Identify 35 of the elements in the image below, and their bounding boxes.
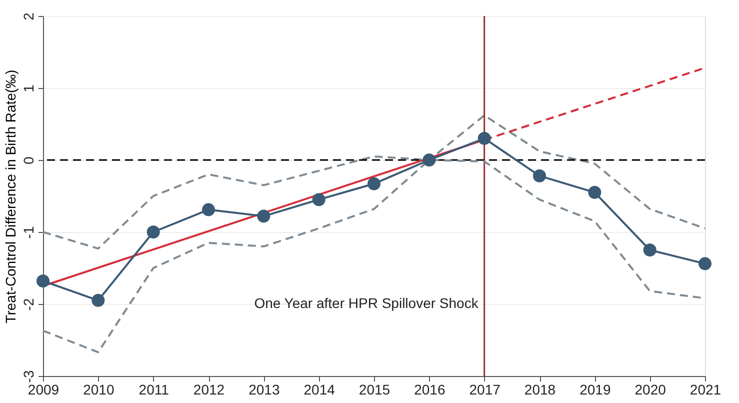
y-tick-label: 1 [20, 84, 36, 92]
x-tick-label: 2019 [580, 382, 611, 398]
y-axis-title: Treat-Control Difference in Birth Rate(‰) [2, 70, 18, 324]
x-tick-label: 2020 [634, 382, 666, 398]
point [698, 257, 712, 270]
x-tick-label: 2015 [358, 382, 390, 398]
point [588, 186, 602, 199]
point [36, 274, 50, 288]
x-tick-label: 2018 [524, 382, 556, 398]
y-tick-label: -3 [20, 370, 36, 383]
point [422, 153, 436, 167]
x-tick-label: 2013 [248, 382, 280, 398]
y-tick-label: 0 [20, 156, 36, 164]
x-tick-label: 2016 [414, 382, 446, 398]
x-tick-label: 2010 [83, 382, 114, 398]
line-series [42, 114, 706, 250]
x-tick-label: 2009 [28, 382, 60, 398]
x-tick-label: 2021 [690, 382, 722, 398]
point [478, 132, 491, 145]
point [92, 294, 105, 307]
point [643, 243, 656, 257]
x-tick-label: 2012 [193, 382, 225, 398]
point [367, 177, 381, 190]
y-tick-label: -2 [20, 298, 36, 311]
y-tick-label: -1 [20, 226, 36, 239]
x-tick-label: 2014 [304, 382, 336, 398]
point [257, 210, 270, 223]
y-tick-label: 2 [20, 12, 36, 20]
annotation: One Year after HPR Spillover Shock [254, 295, 480, 311]
x-tick-label: 2011 [138, 382, 170, 398]
point [532, 169, 546, 182]
x-tick-label: 2017 [469, 382, 501, 398]
point [146, 225, 160, 239]
point [202, 203, 216, 216]
point [312, 193, 326, 206]
